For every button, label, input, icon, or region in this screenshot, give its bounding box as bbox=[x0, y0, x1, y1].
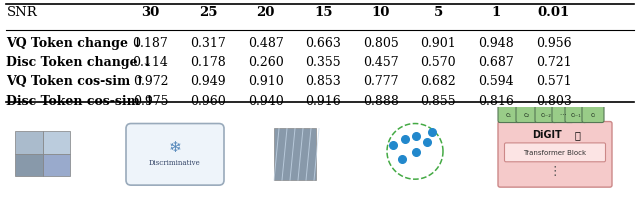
Text: 0.682: 0.682 bbox=[420, 75, 456, 88]
Text: Disc Token cos-sim ↑: Disc Token cos-sim ↑ bbox=[6, 94, 155, 107]
Text: SNR: SNR bbox=[6, 6, 37, 19]
Text: 0.114: 0.114 bbox=[132, 56, 168, 69]
Text: 0.687: 0.687 bbox=[478, 56, 514, 69]
Text: 5: 5 bbox=[434, 6, 443, 19]
Text: 0.01: 0.01 bbox=[538, 6, 570, 19]
Text: 1: 1 bbox=[492, 6, 500, 19]
Text: 0.317: 0.317 bbox=[190, 36, 226, 49]
Text: 0.910: 0.910 bbox=[248, 75, 284, 88]
Text: Disc Token change ↓: Disc Token change ↓ bbox=[6, 56, 153, 69]
Bar bbox=[274, 129, 316, 180]
Text: 0.888: 0.888 bbox=[363, 94, 399, 107]
FancyBboxPatch shape bbox=[565, 106, 587, 123]
Bar bbox=[42, 132, 70, 154]
Bar bbox=[15, 132, 42, 154]
Text: 0.777: 0.777 bbox=[363, 75, 399, 88]
Text: 0.949: 0.949 bbox=[190, 75, 226, 88]
Text: 0.178: 0.178 bbox=[190, 56, 226, 69]
Text: cₗ₋₁: cₗ₋₁ bbox=[571, 112, 581, 117]
Text: 0.975: 0.975 bbox=[132, 94, 168, 107]
Text: 0.721: 0.721 bbox=[536, 56, 572, 69]
Text: VQ Token cos-sim ↑: VQ Token cos-sim ↑ bbox=[6, 75, 145, 88]
FancyBboxPatch shape bbox=[126, 124, 224, 185]
FancyBboxPatch shape bbox=[552, 106, 574, 123]
Text: 0.948: 0.948 bbox=[478, 36, 514, 49]
Text: VQ Token change ↓: VQ Token change ↓ bbox=[6, 36, 143, 49]
Text: 0.956: 0.956 bbox=[536, 36, 572, 49]
Text: c₂: c₂ bbox=[524, 112, 530, 117]
Text: ❄: ❄ bbox=[168, 139, 181, 154]
Text: 0.960: 0.960 bbox=[190, 94, 226, 107]
Text: 0.355: 0.355 bbox=[305, 56, 341, 69]
Bar bbox=[15, 154, 42, 176]
Text: 10: 10 bbox=[372, 6, 390, 19]
Text: 0.663: 0.663 bbox=[305, 36, 341, 49]
FancyBboxPatch shape bbox=[535, 106, 557, 123]
Text: ⋯: ⋯ bbox=[560, 112, 566, 117]
Bar bbox=[42, 154, 70, 176]
Text: cₗ: cₗ bbox=[591, 112, 595, 117]
Text: 0.260: 0.260 bbox=[248, 56, 284, 69]
Text: 0.805: 0.805 bbox=[363, 36, 399, 49]
Text: 0.803: 0.803 bbox=[536, 94, 572, 107]
Text: ⋮: ⋮ bbox=[548, 164, 561, 177]
Text: DiGIT: DiGIT bbox=[532, 130, 562, 140]
Text: 0.457: 0.457 bbox=[363, 56, 399, 69]
Text: 0.972: 0.972 bbox=[132, 75, 168, 88]
Text: 0.816: 0.816 bbox=[478, 94, 514, 107]
FancyBboxPatch shape bbox=[498, 122, 612, 187]
Text: 30: 30 bbox=[141, 6, 159, 19]
Text: 0.916: 0.916 bbox=[305, 94, 341, 107]
Text: 🔥: 🔥 bbox=[574, 130, 580, 140]
FancyBboxPatch shape bbox=[582, 106, 604, 123]
Text: 0.594: 0.594 bbox=[478, 75, 514, 88]
Text: 0.940: 0.940 bbox=[248, 94, 284, 107]
Text: 25: 25 bbox=[199, 6, 217, 19]
FancyBboxPatch shape bbox=[516, 106, 538, 123]
Text: Transformer Block: Transformer Block bbox=[524, 150, 587, 156]
Text: 0.901: 0.901 bbox=[420, 36, 456, 49]
Text: 15: 15 bbox=[314, 6, 332, 19]
Text: c₁: c₁ bbox=[506, 112, 512, 117]
FancyBboxPatch shape bbox=[504, 143, 605, 162]
Text: 0.487: 0.487 bbox=[248, 36, 284, 49]
FancyBboxPatch shape bbox=[498, 106, 520, 123]
Text: Discriminative: Discriminative bbox=[149, 158, 201, 166]
Text: 0.187: 0.187 bbox=[132, 36, 168, 49]
Text: 0.571: 0.571 bbox=[536, 75, 572, 88]
Text: 0.570: 0.570 bbox=[420, 56, 456, 69]
Text: 20: 20 bbox=[257, 6, 275, 19]
Text: 0.855: 0.855 bbox=[420, 94, 456, 107]
Text: cₗ₋₂: cₗ₋₂ bbox=[541, 112, 552, 117]
Text: 0.853: 0.853 bbox=[305, 75, 341, 88]
